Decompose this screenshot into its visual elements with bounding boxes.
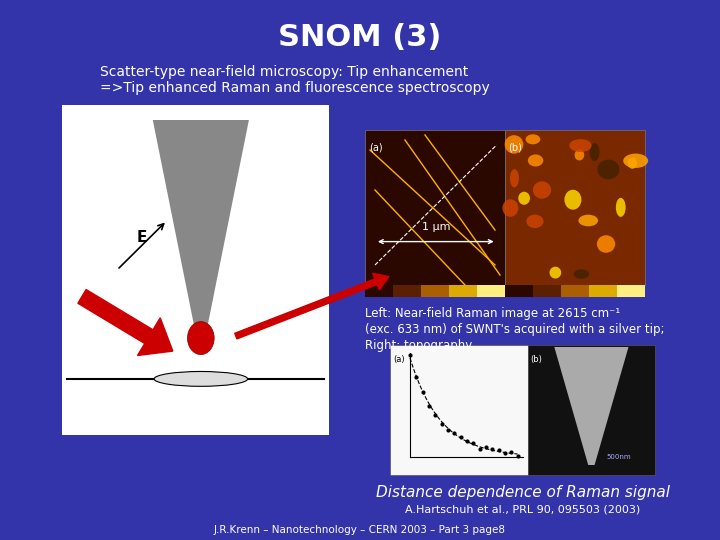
Bar [589, 285, 617, 297]
Bar [393, 285, 421, 297]
Text: E: E [137, 230, 147, 245]
Text: Distance dependence of Raman signal: Distance dependence of Raman signal [376, 485, 670, 500]
Bar [62, 105, 329, 435]
Text: (b): (b) [508, 142, 522, 152]
Bar [505, 130, 645, 285]
Ellipse shape [616, 198, 626, 217]
Ellipse shape [575, 150, 584, 160]
Bar [421, 285, 449, 297]
Ellipse shape [518, 192, 530, 205]
Text: Right: topography: Right: topography [365, 339, 472, 352]
Text: Scatter-type near-field microscopy: Tip enhancement: Scatter-type near-field microscopy: Tip … [100, 65, 468, 79]
Point [404, 351, 415, 360]
Point [436, 420, 447, 428]
Bar [449, 285, 477, 297]
Text: 1 μm: 1 μm [421, 221, 450, 232]
Ellipse shape [526, 134, 540, 144]
Ellipse shape [526, 214, 544, 228]
Polygon shape [554, 347, 629, 465]
Bar [365, 285, 393, 297]
Ellipse shape [578, 215, 598, 226]
Text: (exc. 633 nm) of SWNT's acquired with a silver tip;: (exc. 633 nm) of SWNT's acquired with a … [365, 323, 665, 336]
Ellipse shape [624, 153, 648, 168]
Point [455, 433, 467, 441]
Ellipse shape [574, 269, 589, 279]
Ellipse shape [598, 160, 619, 179]
Point [410, 373, 422, 381]
Ellipse shape [628, 158, 637, 169]
Bar [533, 285, 561, 297]
Bar [477, 285, 505, 297]
Bar [365, 130, 505, 285]
Polygon shape [78, 289, 173, 355]
Point [474, 445, 485, 454]
Bar [561, 285, 589, 297]
Point [461, 437, 472, 445]
Point [499, 448, 510, 457]
Ellipse shape [510, 169, 519, 187]
Text: A.Hartschuh et al., PRL 90, 095503 (2003): A.Hartschuh et al., PRL 90, 095503 (2003… [405, 505, 640, 515]
Point [467, 438, 479, 447]
Point [430, 410, 441, 419]
Text: 500nm: 500nm [606, 454, 631, 460]
Ellipse shape [528, 154, 544, 166]
Text: =>Tip enhanced Raman and fluorescence spectroscopy: =>Tip enhanced Raman and fluorescence sp… [100, 81, 490, 95]
Ellipse shape [503, 199, 518, 217]
Polygon shape [153, 120, 249, 326]
Text: SNOM (3): SNOM (3) [279, 24, 441, 52]
Bar [528, 345, 655, 475]
Point [423, 401, 435, 410]
Point [442, 426, 454, 434]
Point [505, 448, 517, 457]
Ellipse shape [533, 181, 552, 199]
Ellipse shape [154, 372, 248, 386]
Ellipse shape [549, 267, 561, 279]
Point [417, 388, 428, 396]
Point [512, 452, 523, 461]
Point [487, 445, 498, 454]
Bar [390, 345, 528, 475]
Ellipse shape [570, 139, 592, 152]
Text: (b): (b) [531, 355, 542, 364]
Point [480, 443, 492, 451]
Ellipse shape [564, 190, 582, 210]
Point [449, 429, 460, 437]
Text: (a): (a) [369, 142, 382, 152]
Text: (a): (a) [393, 355, 405, 364]
Ellipse shape [505, 135, 523, 154]
Polygon shape [235, 273, 389, 339]
Text: Left: Near-field Raman image at 2615 cm⁻¹: Left: Near-field Raman image at 2615 cm⁻… [365, 307, 620, 320]
Bar [505, 285, 533, 297]
Ellipse shape [590, 143, 600, 161]
Ellipse shape [187, 322, 214, 355]
Bar [617, 285, 645, 297]
Ellipse shape [597, 235, 615, 253]
Point [492, 446, 504, 454]
Text: J.R.Krenn – Nanotechnology – CERN 2003 – Part 3 page8: J.R.Krenn – Nanotechnology – CERN 2003 –… [214, 525, 506, 535]
